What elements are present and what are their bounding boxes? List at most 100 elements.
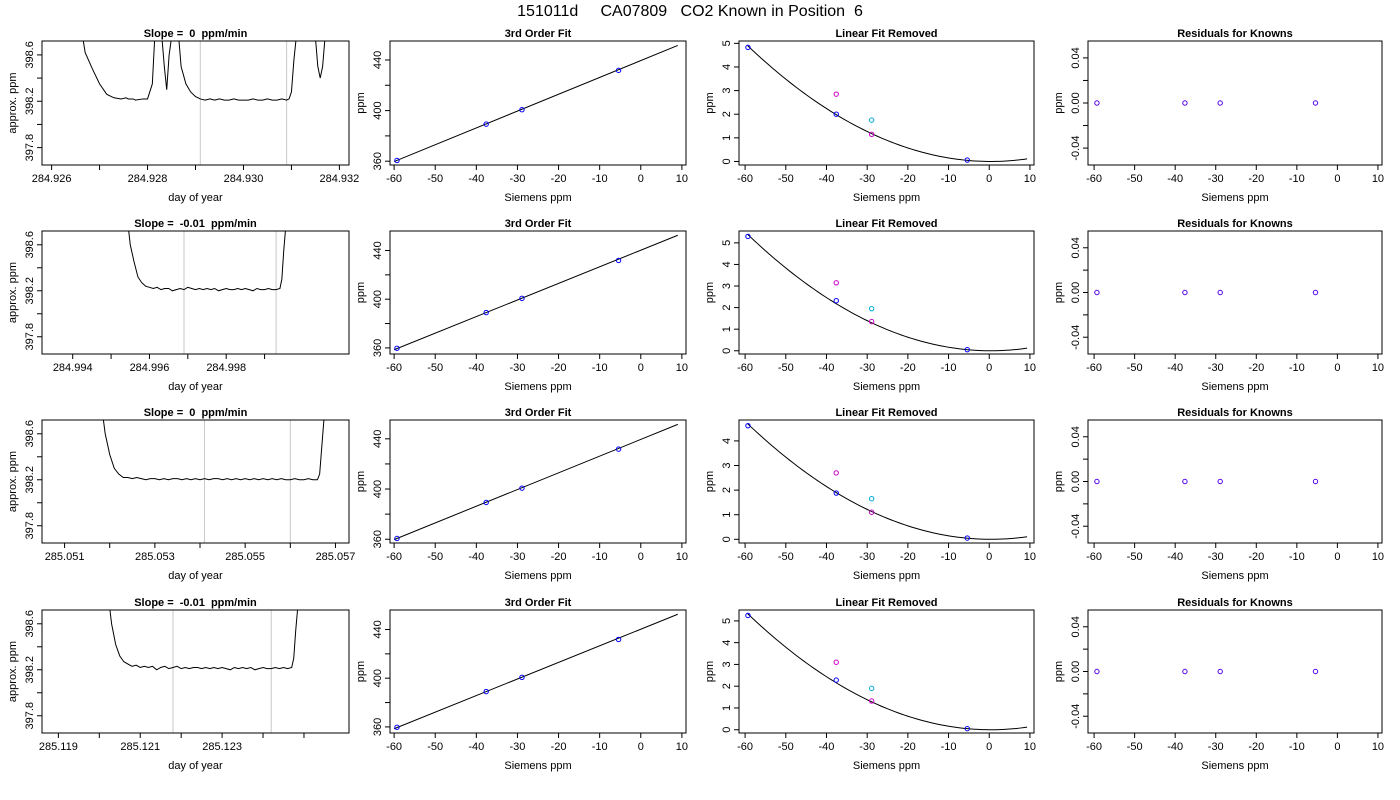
- panel-title: Slope = -0.01 ppm/min: [134, 218, 257, 230]
- x-tick-label: -30: [509, 551, 525, 563]
- plot-area: [393, 423, 678, 542]
- y-tick-label: 4: [721, 64, 733, 70]
- plot-frame: [41, 609, 350, 734]
- x-tick-label: -60: [737, 362, 753, 374]
- plot-area: [745, 233, 1028, 353]
- panel-r3c1: 285.051 285.053 285.055 285.057 397.8 398.2 39…: [7, 407, 355, 582]
- panel-title: Residuals for Knowns: [1177, 218, 1293, 230]
- x-tick-label: -10: [592, 741, 608, 753]
- panel-r3c2: -60 -50 -40 -30 -20 -10 0 10 360 400 440 3rd Order …: [355, 407, 688, 582]
- x-tick-label: 285.051: [45, 551, 85, 563]
- y-tick-label: 398.6: [24, 41, 36, 69]
- x-tick-label: -50: [778, 551, 794, 563]
- panel-r2c2: -60 -50 -40 -30 -20 -10 0 10 360 400 440 3rd Order …: [355, 218, 688, 393]
- x-tick-label: -10: [1289, 362, 1305, 374]
- x-tick-label: -60: [1086, 362, 1102, 374]
- x-tick-label: -30: [509, 362, 525, 374]
- y-axis-label: approx. ppm: [7, 262, 19, 323]
- y-tick-label: 360: [372, 718, 384, 736]
- x-tick-label: -20: [900, 362, 916, 374]
- plot-frame: [41, 419, 350, 544]
- y-tick-label: 440: [372, 430, 384, 448]
- x-tick-label: 284.932: [320, 173, 360, 185]
- panel-title: 3rd Order Fit: [505, 28, 572, 40]
- plot-area: [1094, 668, 1319, 675]
- plot-area: [745, 44, 1028, 163]
- y-tick-label: 2: [721, 111, 733, 117]
- x-tick-label: -40: [1167, 741, 1183, 753]
- x-axis-label: day of year: [168, 570, 223, 582]
- x-tick-label: -10: [1289, 741, 1305, 753]
- x-tick-label: -30: [859, 362, 875, 374]
- x-tick-label: -50: [1127, 173, 1143, 185]
- x-tick-label: 0: [986, 551, 992, 563]
- data-point: [615, 257, 622, 264]
- x-tick-label: -40: [1167, 362, 1183, 374]
- y-tick-label: 400: [372, 669, 384, 687]
- panel-r1c2: -60 -50 -40 -30 -20 -10 0 10 360 400 440 3rd Order …: [355, 28, 688, 204]
- x-tick-label: 10: [1372, 362, 1384, 374]
- data-trace-line: [109, 610, 299, 671]
- data-point: [519, 107, 525, 113]
- x-tick-label: 0: [986, 741, 992, 753]
- plot-area: [1094, 289, 1319, 296]
- data-point: [1094, 668, 1100, 675]
- x-tick-label: -50: [778, 173, 794, 185]
- x-tick-label: -60: [1086, 741, 1102, 753]
- data-point: [833, 298, 839, 304]
- y-tick-label: 3: [721, 462, 733, 468]
- y-axis-label: ppm: [1053, 282, 1065, 303]
- y-tick-label: 0: [721, 536, 733, 542]
- panel-r1c4: -60 -50 -40 -30 -20 -10 0 10 -0.04 0.00 0.04 Residu…: [1053, 28, 1384, 204]
- x-tick-label: 285.123: [202, 741, 242, 753]
- plot-frame: [738, 609, 1035, 734]
- x-tick-label: 10: [1024, 741, 1036, 753]
- y-tick-label: 4: [721, 261, 733, 267]
- plot-area: [745, 422, 1028, 541]
- panel-title: Linear Fit Removed: [835, 597, 937, 609]
- y-tick-label: 398.6: [24, 420, 36, 448]
- x-tick-label: -40: [468, 362, 484, 374]
- data-point: [394, 724, 400, 730]
- data-point: [833, 470, 839, 476]
- x-tick-label: -20: [1248, 173, 1264, 185]
- x-tick-label: -20: [900, 173, 916, 185]
- x-tick-label: -50: [427, 551, 443, 563]
- y-axis-label: ppm: [704, 661, 716, 682]
- figure-title: 151011d CA07809 CO2 Known in Position 6: [517, 3, 863, 20]
- y-tick-label: 0.00: [1070, 92, 1082, 113]
- panel-title: 3rd Order Fit: [505, 407, 572, 419]
- panel-title: 3rd Order Fit: [505, 218, 572, 230]
- y-tick-label: 397.8: [24, 702, 36, 730]
- data-point: [868, 117, 875, 123]
- x-tick-label: 284.930: [224, 173, 264, 185]
- x-tick-label: -60: [1086, 173, 1102, 185]
- plot-area: [393, 613, 678, 730]
- y-tick-label: 0.04: [1070, 426, 1082, 447]
- y-tick-label: 440: [372, 51, 384, 69]
- y-tick-label: 3: [721, 283, 733, 289]
- x-tick-label: 10: [676, 741, 688, 753]
- plot-area: [82, 41, 326, 101]
- y-tick-label: 5: [721, 618, 733, 624]
- x-tick-label: 285.053: [135, 551, 175, 563]
- data-point: [483, 499, 489, 506]
- x-tick-label: 284.998: [206, 362, 246, 374]
- x-axis-label: Siemens ppm: [853, 192, 920, 204]
- y-tick-label: 0: [721, 348, 733, 354]
- panel-r4c3: -60 -50 -40 -30 -20 -10 0 10 0 1 2 3 4 5 Linear Fit Re…: [704, 597, 1036, 772]
- data-point: [833, 490, 839, 496]
- data-point: [1312, 100, 1319, 106]
- data-point: [615, 636, 622, 643]
- fit-line: [393, 423, 678, 541]
- y-axis-label: ppm: [355, 92, 367, 113]
- plot-area: [109, 610, 299, 671]
- plot-frame: [738, 419, 1035, 544]
- y-tick-label: 1: [721, 705, 733, 711]
- panel-title: Slope = 0 ppm/min: [144, 407, 248, 419]
- plot-frame: [389, 40, 687, 166]
- y-tick-label: 0: [721, 727, 733, 733]
- x-tick-label: -60: [386, 362, 402, 374]
- y-tick-label: 397.8: [24, 134, 36, 162]
